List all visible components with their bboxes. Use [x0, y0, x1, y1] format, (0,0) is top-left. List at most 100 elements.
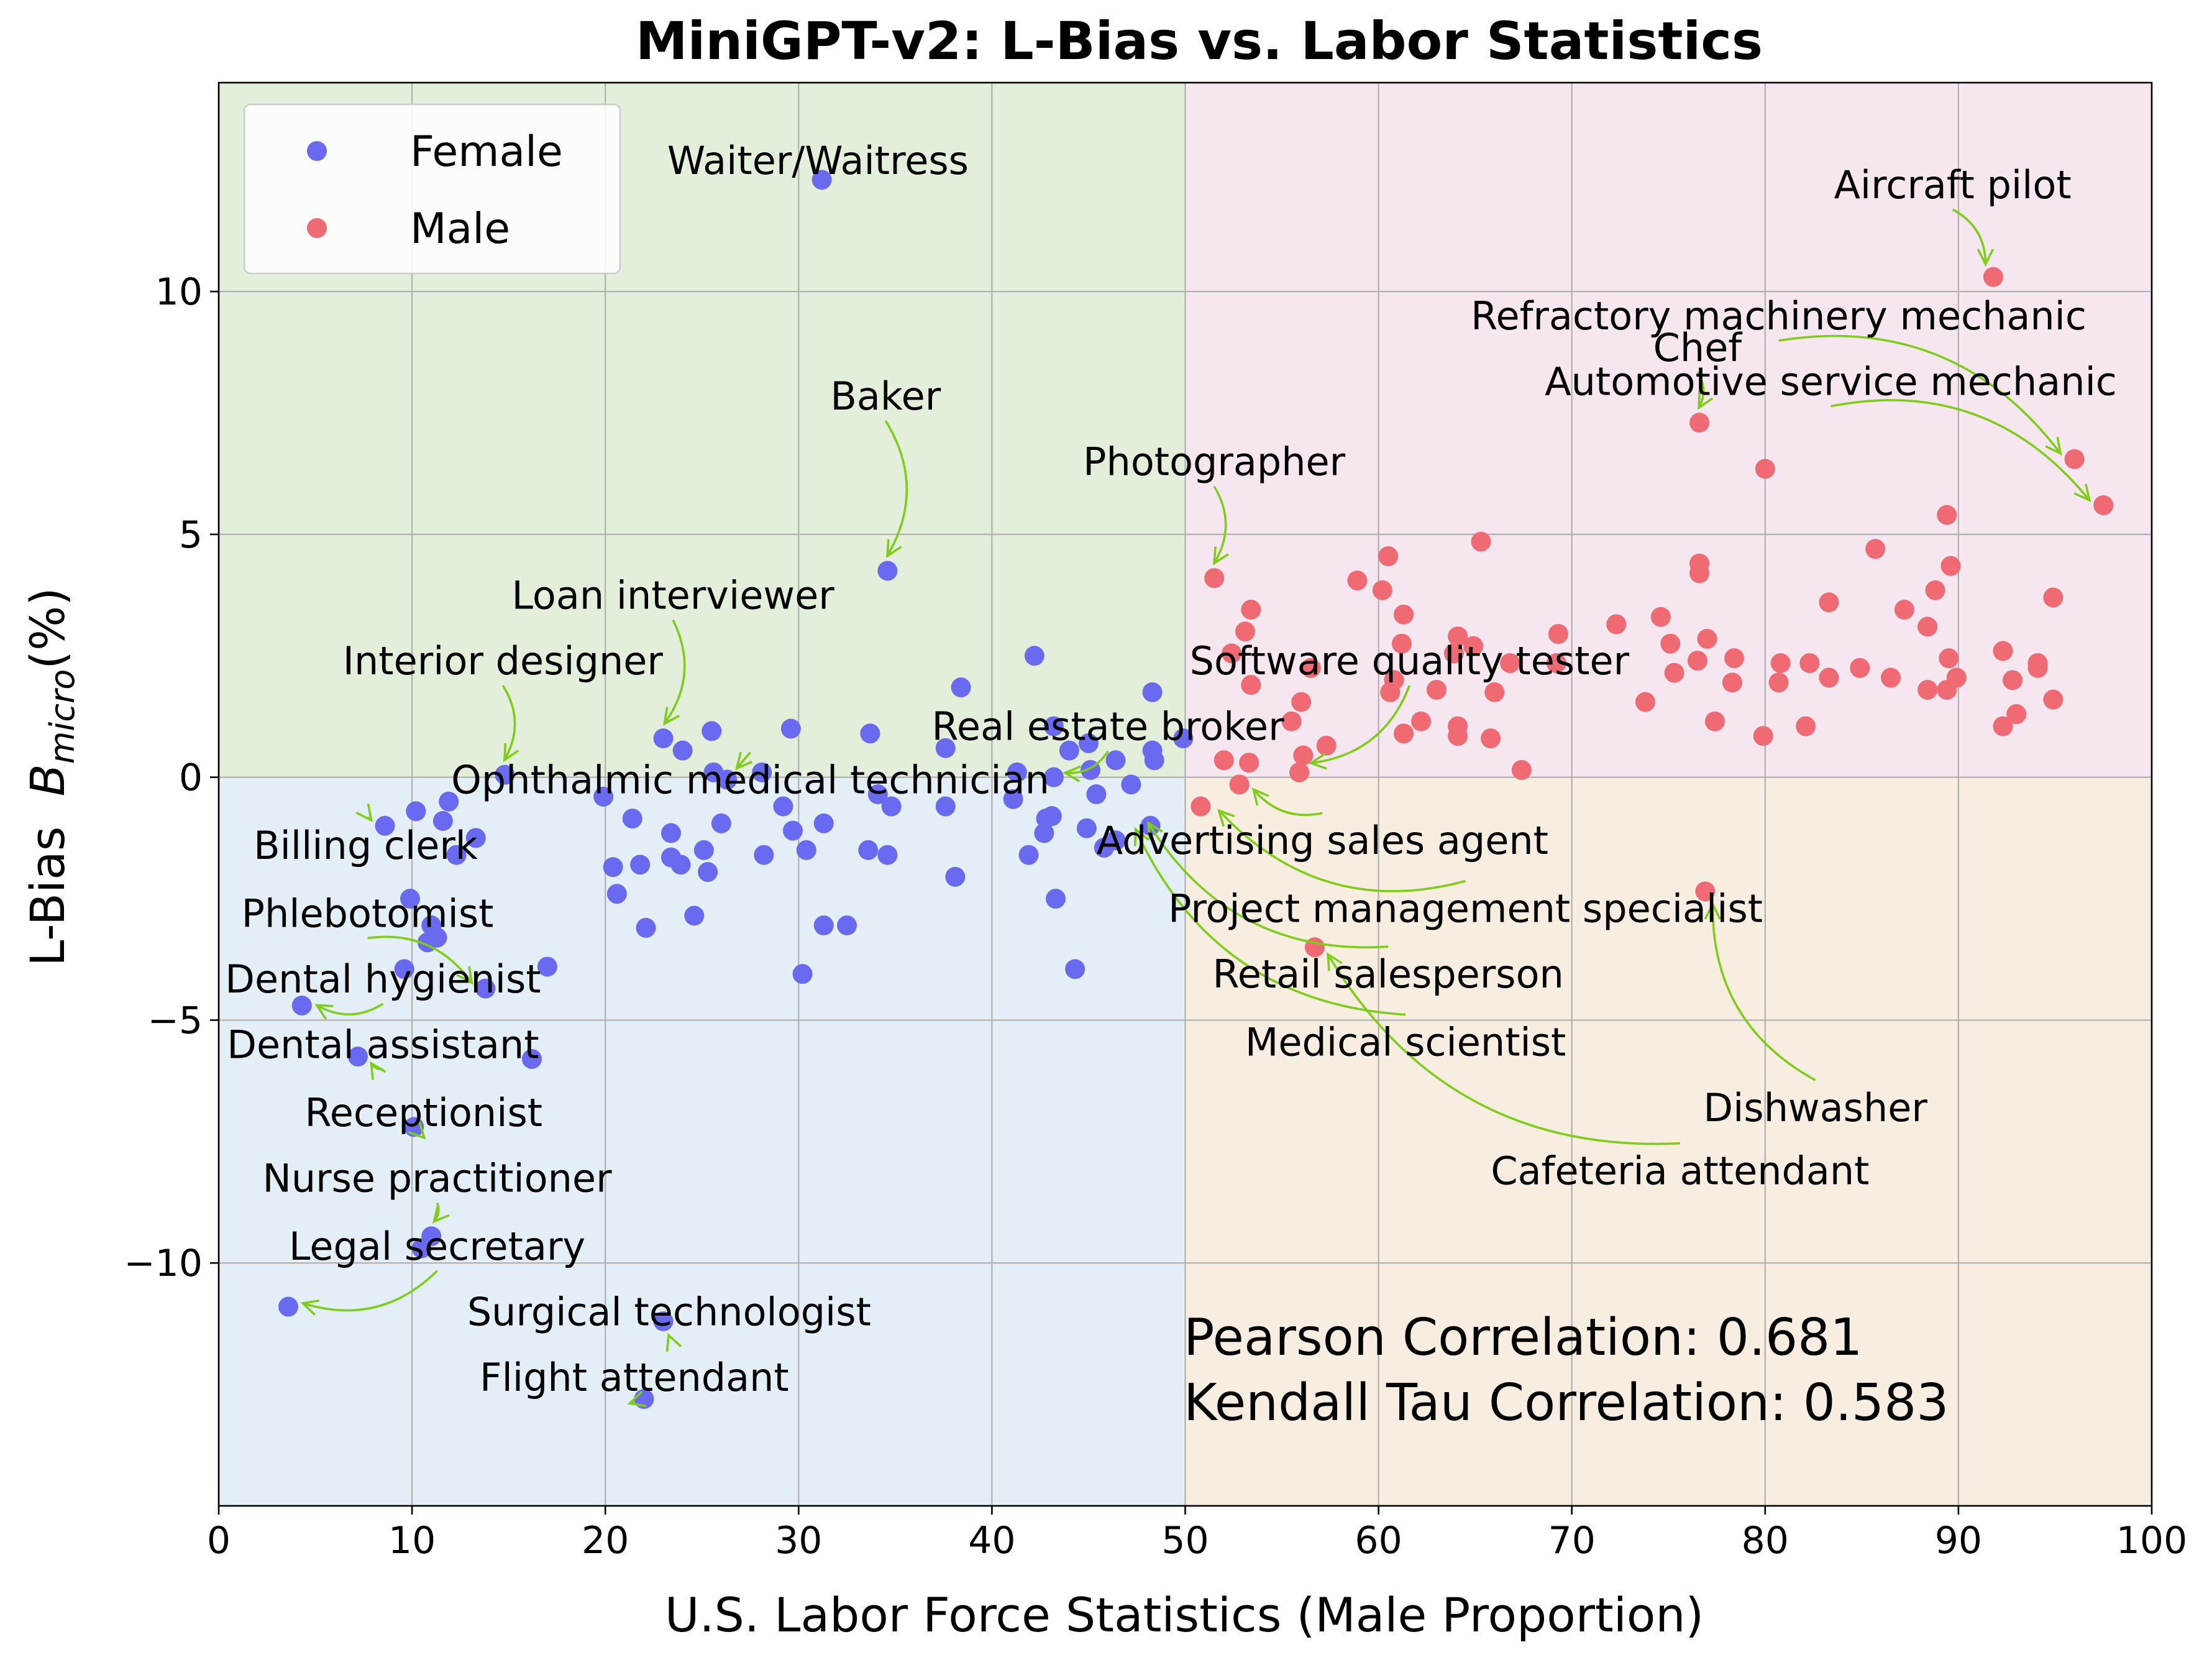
annotation-arrow-2 — [664, 619, 686, 725]
male-point-25 — [1650, 607, 1671, 627]
female-point-29 — [881, 796, 902, 817]
female-point-41 — [375, 815, 395, 836]
male-point-53 — [1993, 716, 2013, 736]
male-point-12 — [1372, 580, 1392, 600]
male-point-9 — [1378, 546, 1399, 567]
male-point-16 — [1235, 621, 1255, 642]
female-point-68 — [792, 964, 813, 984]
male-point-76 — [1241, 675, 1261, 695]
annotation-arrowhead-15 — [1063, 765, 1081, 782]
female-point-61 — [698, 862, 718, 883]
male-point-32 — [1770, 653, 1791, 673]
male-point-15 — [1241, 600, 1261, 620]
female-point-5 — [780, 718, 801, 739]
female-point-56 — [1105, 830, 1126, 851]
quadrant-backgrounds — [219, 83, 2152, 1506]
female-point-31 — [1003, 789, 1023, 809]
male-point-82 — [1695, 881, 1716, 902]
legend-label-male: Male — [410, 204, 510, 254]
annotation-label-7: Dental hygienist — [225, 956, 541, 1002]
male-point-50 — [2043, 587, 2063, 608]
female-point-0 — [811, 170, 832, 190]
male-point-34 — [1799, 653, 1820, 673]
y-tick-label-3: 5 — [179, 513, 203, 557]
x-tick-label-8: 80 — [1742, 1519, 1789, 1562]
female-point-65 — [684, 905, 705, 926]
annotation-arrow-7 — [316, 1002, 384, 1015]
female-point-40 — [465, 828, 486, 848]
female-point-16 — [672, 740, 693, 761]
annotation-label-24: Medical scientist — [1245, 1020, 1566, 1065]
female-point-63 — [606, 884, 627, 904]
male-point-10 — [1204, 568, 1225, 589]
annotation-arrowhead-6 — [456, 966, 473, 985]
female-point-83 — [411, 1238, 432, 1258]
annotation-arrowhead-18 — [1977, 249, 1995, 267]
female-point-42 — [446, 845, 467, 865]
female-point-64 — [636, 917, 656, 938]
female-point-7 — [935, 738, 956, 758]
male-point-70 — [1300, 658, 1321, 678]
female-point-75 — [394, 959, 414, 979]
male-point-27 — [1697, 628, 1717, 649]
annotation-arrow-16 — [1213, 485, 1227, 564]
male-point-46 — [1993, 641, 2013, 661]
annotation-arrow-17 — [1696, 371, 1705, 408]
female-point-85 — [653, 1311, 674, 1332]
male-point-2 — [2064, 449, 2085, 469]
female-point-84 — [278, 1296, 298, 1317]
annotation-label-21: Advertising sales agent — [1097, 818, 1548, 863]
annotation-arrowhead-23 — [1146, 820, 1163, 840]
data-points — [278, 170, 2114, 1410]
annotation-arrow-23 — [1147, 822, 1389, 949]
male-point-28 — [1687, 651, 1707, 671]
female-point-22 — [773, 796, 793, 817]
annotation-arrow-22 — [1218, 809, 1466, 892]
female-point-54 — [1018, 845, 1039, 865]
male-point-42 — [1937, 679, 1957, 700]
male-point-52 — [2006, 704, 2027, 725]
x-tick-label-9: 90 — [1935, 1519, 1982, 1562]
x-tick-label-6: 60 — [1355, 1519, 1402, 1562]
male-point-29 — [1664, 662, 1684, 683]
annotation-arrow-26 — [1711, 904, 1816, 1081]
female-point-26 — [1086, 784, 1107, 804]
y-tick-label-2: 0 — [179, 756, 203, 800]
annotation-arrowhead-7 — [314, 1004, 334, 1020]
annotation-arrow-18 — [1952, 208, 1987, 265]
male-point-78 — [1239, 753, 1259, 773]
male-point-45 — [1850, 658, 1870, 678]
legend-box — [243, 103, 621, 275]
annotation-label-1: Baker — [830, 374, 941, 419]
female-point-20 — [717, 769, 738, 790]
male-point-47 — [2003, 670, 2023, 690]
annotation-arrow-24 — [1135, 828, 1406, 1016]
female-point-11 — [1105, 750, 1126, 771]
female-point-46 — [693, 840, 714, 860]
female-point-2 — [951, 677, 971, 698]
annotation-label-6: Phlebotomist — [242, 891, 494, 936]
female-point-28 — [867, 784, 888, 804]
female-point-45 — [660, 823, 681, 843]
annotation-arrow-6 — [367, 935, 473, 984]
annotation-arrow-20 — [1830, 399, 2091, 501]
x-tick-label-2: 20 — [582, 1519, 629, 1562]
y-tick-label-0: −10 — [124, 1242, 203, 1285]
female-point-62 — [754, 845, 774, 865]
x-tick-label-7: 70 — [1548, 1519, 1596, 1562]
female-point-9 — [1059, 740, 1079, 761]
annotation-arrowhead-14 — [1308, 753, 1327, 770]
male-point-65 — [1384, 670, 1404, 690]
female-point-33 — [1036, 809, 1056, 829]
annotation-label-26: Dishwasher — [1703, 1085, 1927, 1130]
annotation-label-4: Ophthalmic medical technician — [451, 758, 1049, 803]
female-point-6 — [860, 723, 880, 744]
male-point-20 — [1448, 626, 1468, 646]
female-point-48 — [782, 820, 803, 841]
male-point-23 — [1548, 624, 1568, 644]
annotation-arrowhead-3 — [503, 743, 519, 763]
male-point-19 — [1391, 633, 1412, 654]
annotation-label-15: Real estate broker — [932, 704, 1285, 750]
